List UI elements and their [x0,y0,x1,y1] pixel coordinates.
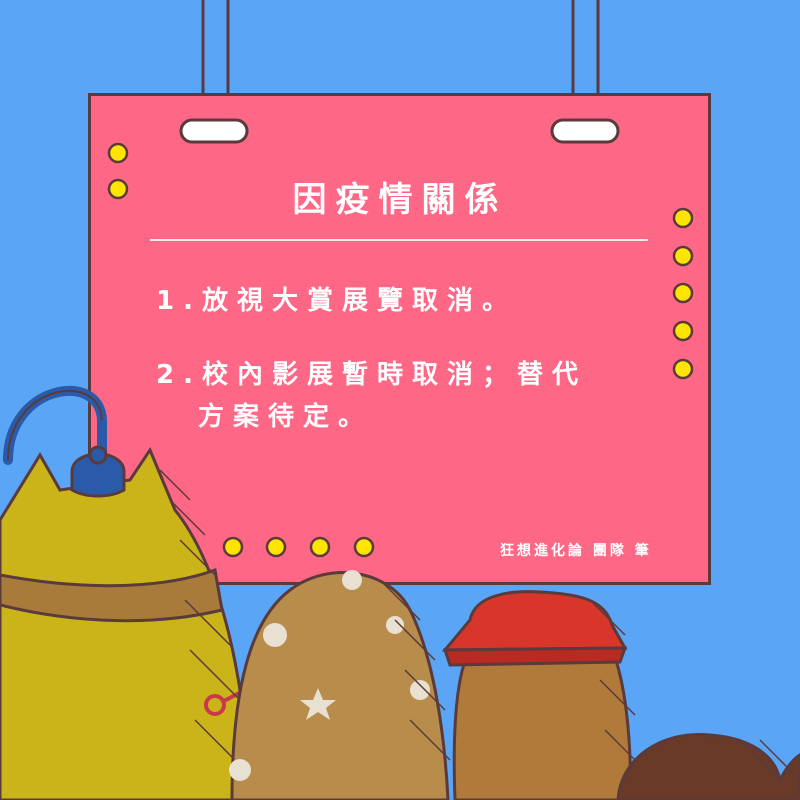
dot-bottom-1 [222,536,244,558]
dot-right-4 [672,320,694,342]
red-hat-character [441,590,641,800]
board-title: 因疫情關係 [292,180,508,220]
notice-board [88,93,711,585]
dot-right-3 [672,282,694,304]
dot-right-5 [672,358,694,380]
hair-character [616,732,800,800]
dot-right-2 [672,245,694,267]
dot-left-2 [107,178,129,200]
title-divider [150,239,648,241]
board-clip-left [179,118,249,144]
notice-item-2-continued: 方案待定。 [198,402,374,432]
spotted-character [229,570,451,800]
notice-item-1: 1.放視大賞展覽取消。 [156,286,517,316]
board-clip-right [550,118,620,144]
dot-bottom-4 [353,536,375,558]
yellow-character [0,385,252,800]
dot-bottom-3 [309,536,331,558]
dot-right-1 [672,207,694,229]
dot-bottom-2 [265,536,287,558]
notice-item-2: 2.校內影展暫時取消；替代 [156,360,587,390]
dot-left-1 [107,142,129,164]
author-credit: 狂想進化論 團隊 筆 [500,543,652,559]
